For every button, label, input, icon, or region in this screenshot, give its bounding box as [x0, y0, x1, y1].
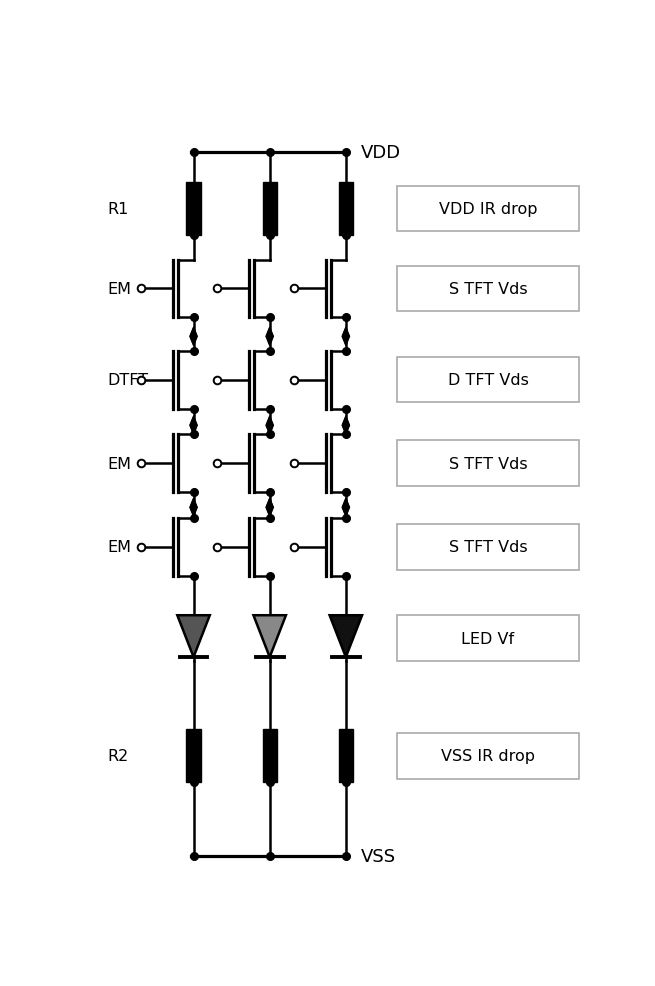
Polygon shape [178, 615, 210, 658]
Text: S TFT Vds: S TFT Vds [449, 457, 527, 471]
Polygon shape [329, 615, 362, 658]
Bar [397, 266, 580, 312]
Bar [263, 182, 277, 236]
Text: EM: EM [107, 282, 131, 297]
Text: R2: R2 [107, 748, 128, 763]
Polygon shape [190, 328, 197, 346]
Polygon shape [266, 499, 273, 517]
Polygon shape [190, 499, 197, 517]
Text: VDD IR drop: VDD IR drop [439, 202, 537, 217]
Polygon shape [342, 328, 350, 346]
Bar [397, 615, 580, 662]
Text: D TFT Vds: D TFT Vds [447, 373, 529, 387]
Polygon shape [342, 417, 350, 435]
Bar [339, 182, 353, 236]
Polygon shape [190, 417, 197, 435]
Polygon shape [342, 499, 350, 517]
Text: EM: EM [107, 539, 131, 555]
Polygon shape [266, 328, 273, 346]
Bar [187, 730, 200, 783]
Bar [397, 525, 580, 570]
Text: LED Vf: LED Vf [461, 631, 515, 646]
Bar [397, 734, 580, 779]
Polygon shape [266, 417, 273, 435]
Bar [339, 730, 353, 783]
Text: VSS: VSS [361, 847, 396, 866]
Text: VDD: VDD [361, 144, 402, 162]
Bar [397, 358, 580, 403]
Text: DTFT: DTFT [107, 373, 149, 387]
Polygon shape [253, 615, 286, 658]
Bar [187, 182, 200, 236]
Text: S TFT Vds: S TFT Vds [449, 282, 527, 297]
Text: EM: EM [107, 457, 131, 471]
Text: S TFT Vds: S TFT Vds [449, 539, 527, 555]
Text: VSS IR drop: VSS IR drop [441, 748, 535, 763]
Bar [263, 730, 277, 783]
Text: R1: R1 [107, 202, 128, 217]
Bar [397, 186, 580, 233]
Bar [397, 441, 580, 486]
